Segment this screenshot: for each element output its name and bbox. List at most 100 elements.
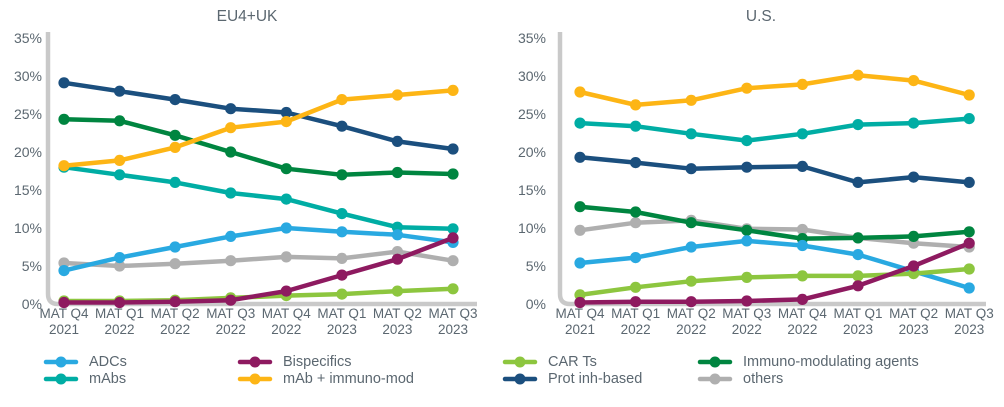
x-tick-label: MAT Q4 2021 [555, 306, 605, 337]
legend-marker-icon [697, 356, 733, 368]
data-point [391, 253, 403, 265]
series-line [579, 241, 971, 305]
legend-marker-icon [502, 373, 538, 385]
x-tick-label: MAT Q1 2023 [833, 306, 882, 337]
data-point [796, 223, 808, 236]
axis-line [557, 32, 986, 307]
chart-title: EU4+UK [217, 8, 278, 25]
y-tick-label: 25% [518, 106, 546, 122]
series-immuno-modulating-agents [58, 113, 459, 181]
data-point [280, 116, 292, 128]
data-point [574, 117, 586, 129]
data-point [630, 296, 642, 308]
data-point [114, 296, 126, 309]
data-point [574, 224, 586, 236]
x-tick-label: MAT Q3 2023 [428, 306, 477, 337]
data-point [685, 217, 697, 229]
series-line [63, 225, 454, 273]
legend-item-mabs: mAbs [43, 372, 126, 386]
data-point [447, 223, 459, 235]
y-tick-label: 15% [518, 182, 546, 198]
series-line [63, 164, 454, 232]
series-line [579, 72, 970, 108]
chart-panel-eu4-uk: EU4+UK 0% 5% 10% 15% 20% 25% 30% 35% MAT Q4 2021 MA… [0, 0, 502, 345]
y-tick-label: 10% [14, 220, 42, 236]
data-point [796, 128, 808, 140]
legend-marker-icon [237, 373, 273, 385]
x-tick-label: MAT Q3 2022 [206, 306, 255, 337]
data-point [574, 201, 586, 213]
legend-label: mAb + immuno-mod [283, 371, 414, 387]
data-point [169, 94, 181, 106]
data-point [908, 260, 920, 272]
data-point [685, 128, 697, 140]
data-point [447, 255, 459, 267]
series-line [63, 117, 454, 178]
data-point [630, 217, 642, 229]
legend-marker-icon [237, 356, 273, 368]
data-point [685, 241, 697, 253]
data-point [741, 82, 753, 94]
data-point [685, 94, 697, 106]
x-tick-label: MAT Q1 2023 [317, 306, 366, 337]
data-point [741, 135, 753, 147]
x-tick-label: MAT Q4 2022 [262, 306, 312, 337]
legend-marker-icon [502, 356, 538, 368]
data-point [336, 288, 348, 300]
data-point [114, 115, 126, 127]
legend-label: Prot inh-based [548, 371, 643, 387]
legend-item-prot-inh-based: Prot inh-based [502, 372, 642, 386]
legend-item-car-ts: CAR Ts [502, 355, 597, 369]
data-point [391, 166, 403, 179]
data-point [169, 129, 181, 141]
series-line [579, 266, 970, 298]
y-tick-label: 25% [14, 106, 42, 122]
x-tick-label: MAT Q3 2023 [945, 306, 994, 337]
data-point [225, 187, 237, 199]
data-point [280, 251, 292, 263]
data-point [336, 252, 348, 264]
data-point [336, 226, 348, 238]
x-tick-label: MAT Q1 2022 [95, 306, 144, 337]
data-point [852, 119, 864, 131]
legend-item-immuno-modulating-agents: Immuno-modulating agents [697, 355, 919, 369]
y-tick-label: 5% [22, 258, 42, 274]
x-tick-label: MAT Q2 2022 [151, 306, 200, 337]
series-line [63, 249, 454, 269]
data-point [796, 293, 808, 305]
series-mabs [574, 113, 975, 147]
series-line [579, 155, 970, 185]
data-point [447, 168, 459, 180]
data-point [852, 176, 864, 188]
series-bispecifics [574, 237, 975, 309]
y-tick-label: 20% [14, 144, 42, 160]
legend-marker-icon [43, 373, 79, 385]
series-prot-inh-based [574, 151, 975, 188]
series-line [579, 116, 970, 143]
data-point [114, 252, 126, 264]
data-point [58, 77, 70, 89]
y-tick-label: 20% [518, 144, 546, 160]
series-line [63, 80, 454, 152]
charts-row: EU4+UK 0% 5% 10% 15% 20% 25% 30% 35% MAT Q4 2021 MA… [0, 0, 994, 345]
data-point [391, 285, 403, 297]
data-point [58, 265, 70, 277]
x-tick-label: MAT Q4 2022 [778, 306, 828, 337]
data-point [574, 257, 586, 269]
data-point [574, 86, 586, 98]
y-tick-label: 30% [14, 68, 42, 84]
x-tick-label: MAT Q4 2021 [39, 306, 89, 337]
data-point [963, 226, 975, 238]
x-tick-label: MAT Q2 2022 [667, 306, 716, 337]
data-point [741, 224, 753, 236]
y-tick-label: 35% [14, 30, 42, 46]
data-point [685, 296, 697, 308]
x-tick-label: MAT Q2 2023 [889, 306, 938, 337]
x-tick-label: MAT Q2 2023 [373, 306, 422, 337]
data-point [630, 281, 642, 293]
data-point [391, 229, 403, 241]
data-point [114, 154, 126, 166]
y-tick-label: 30% [518, 68, 546, 84]
data-point [741, 295, 753, 307]
data-point [169, 258, 181, 270]
